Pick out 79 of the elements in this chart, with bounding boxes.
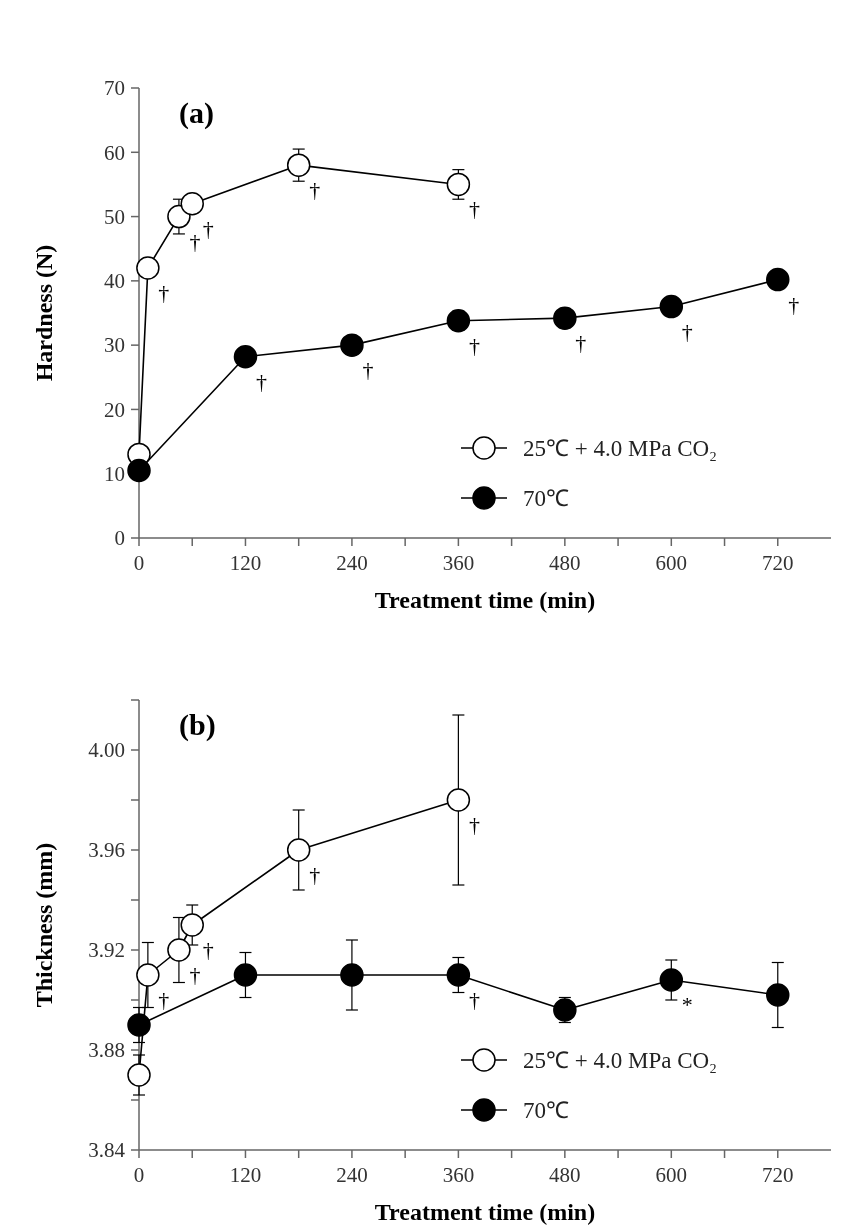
point [127,1013,151,1037]
x-tick-label: 600 [655,551,688,575]
point [446,308,471,333]
y-tick-label: 40 [104,269,125,294]
annotation: † [309,177,321,203]
point [136,256,160,280]
annotation: † [255,368,267,394]
annotation: * [681,992,693,1017]
legend-label: 70℃ [523,486,569,512]
y-tick-label: 70 [104,76,125,101]
y-tick-label: 3.88 [88,1038,125,1063]
x-axis-title: Treatment time (min) [374,1199,596,1225]
point [446,788,471,812]
point [233,963,258,987]
point [167,938,191,962]
annotation: † [468,196,480,222]
x-tick-label: 240 [336,1163,368,1187]
legend-label: 25℃ + 4.0 MPa CO₂ [523,1048,718,1074]
point [553,998,577,1022]
point [180,913,204,937]
y-tick-label: 10 [104,462,125,487]
x-tick-label: 480 [549,551,581,575]
y-tick-label: 3.96 [88,838,125,863]
annotation: † [468,332,480,358]
annotation: † [202,215,214,241]
x-axis-title: Treatment time (min) [374,587,596,613]
annotation: † [468,987,480,1012]
annotation: † [788,291,800,317]
annotation: † [468,812,480,837]
point [766,267,790,292]
annotation: † [681,318,693,344]
point [127,1063,151,1087]
x-tick-label: 120 [229,1163,262,1187]
point [446,172,471,197]
y-tick-label: 4.00 [88,738,125,763]
legend-label: 70℃ [523,1098,569,1124]
annotation: † [158,280,170,305]
point [286,838,311,862]
x-tick-label: 240 [336,551,368,575]
y-tick-label: 60 [104,140,125,165]
point [136,963,160,987]
y-tick-label: 3.84 [88,1138,126,1163]
chart-title: (a) [179,96,214,130]
y-tick-label: 3.92 [88,938,125,963]
y-axis-title: Thickness (mm) [31,842,57,1008]
point [180,191,204,216]
x-tick-label: 360 [442,551,475,575]
y-tick-label: 20 [104,397,125,422]
point [286,153,311,177]
annotation: † [575,330,587,356]
point [233,344,258,369]
point [340,333,364,357]
point [659,968,684,992]
x-tick-label: 600 [655,1163,688,1187]
y-tick-label: 30 [104,333,125,358]
x-tick-label: 480 [549,1163,581,1187]
x-tick-label: 0 [133,551,145,575]
annotation: † [189,962,201,987]
legend-label: 25℃ + 4.0 MPa CO₂ [523,436,718,462]
point [553,306,577,330]
point [340,963,364,987]
x-tick-label: 0 [133,1163,145,1187]
y-tick-label: 50 [104,204,125,229]
annotation: † [362,357,374,383]
x-tick-label: 120 [229,551,262,575]
x-tick-label: 720 [762,551,794,575]
y-tick-label: 0 [114,526,125,551]
point [446,963,471,987]
annotation: † [309,862,321,887]
point [766,983,790,1007]
chart-title: (b) [179,708,216,742]
annotation: † [158,987,170,1012]
x-tick-label: 720 [762,1163,794,1187]
annotation: † [189,228,201,254]
point [659,294,684,319]
x-tick-label: 360 [442,1163,475,1187]
y-axis-title: Hardness (N) [31,244,57,382]
point [127,458,151,483]
annotation: † [202,937,214,962]
